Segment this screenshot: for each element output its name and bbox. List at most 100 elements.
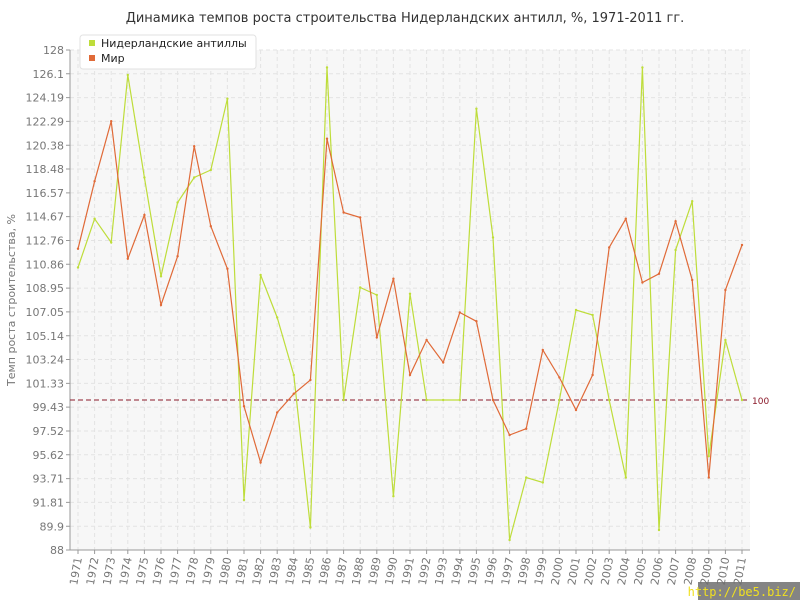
x-tick-label: 1992: [416, 556, 434, 586]
legend: Нидерландские антиллы Мир: [79, 34, 257, 70]
data-point-antilles: [442, 398, 445, 402]
x-axis: 1971197219731974197519761977197819791980…: [67, 549, 750, 586]
data-point-world: [574, 408, 578, 412]
x-tick-label: 1984: [283, 556, 301, 586]
y-tick-label: 126.1: [33, 68, 65, 81]
data-point-antilles: [242, 498, 246, 502]
data-point-antilles: [342, 398, 345, 402]
x-tick-label: 2010: [715, 556, 733, 586]
y-tick-label: 93.71: [33, 473, 65, 486]
y-tick-label: 122.29: [26, 115, 65, 128]
data-point-antilles: [541, 481, 544, 484]
data-point-antilles: [525, 476, 528, 479]
legend-label-antilles: Нидерландские антиллы: [101, 37, 247, 50]
data-point-world: [110, 120, 113, 123]
data-point-antilles: [143, 176, 146, 179]
x-tick-label: 2000: [549, 556, 567, 586]
data-point-world: [309, 378, 312, 382]
data-point-world: [159, 303, 163, 307]
data-point-world: [657, 272, 661, 275]
data-point-world: [209, 225, 212, 228]
y-tick-label: 97.52: [33, 425, 65, 438]
data-point-antilles: [209, 168, 212, 172]
data-point-world: [392, 277, 395, 280]
x-tick-label: 1979: [200, 556, 218, 586]
data-point-world: [242, 405, 246, 408]
x-tick-label: 2008: [681, 556, 699, 586]
y-tick-label: 99.43: [33, 401, 65, 414]
watermark: http://be5.biz/: [687, 585, 796, 599]
data-point-world: [724, 288, 727, 292]
data-point-world: [143, 213, 146, 217]
x-tick-label: 1981: [233, 556, 251, 586]
data-point-antilles: [159, 275, 163, 278]
x-tick-label: 1982: [250, 556, 268, 586]
data-point-antilles: [491, 236, 495, 239]
reference-line-group: 100: [70, 397, 769, 407]
data-point-world: [458, 311, 461, 314]
x-tick-label: 1977: [167, 556, 185, 586]
data-point-world: [359, 216, 362, 219]
legend-swatch-world: [89, 55, 95, 61]
x-tick-label: 1994: [449, 556, 467, 586]
data-point-antilles: [93, 217, 96, 220]
data-point-antilles: [408, 292, 412, 295]
data-point-world: [525, 427, 528, 430]
data-point-world: [325, 137, 329, 140]
legend-swatch-antilles: [89, 40, 95, 46]
data-point-antilles: [325, 66, 329, 69]
data-point-world: [342, 211, 345, 214]
y-tick-label: 88: [50, 544, 64, 557]
x-tick-label: 1999: [532, 556, 550, 586]
data-point-antilles: [76, 266, 80, 269]
data-point-antilles: [226, 97, 229, 100]
x-tick-label: 2005: [632, 556, 650, 586]
data-point-antilles: [458, 398, 461, 402]
data-point-antilles: [309, 526, 312, 529]
y-tick-label: 101.33: [26, 377, 65, 390]
data-point-world: [707, 476, 710, 479]
x-tick-label: 1998: [515, 556, 533, 586]
x-tick-label: 1973: [100, 556, 118, 586]
x-tick-label: 2002: [582, 556, 600, 586]
data-point-world: [508, 433, 511, 437]
x-tick-label: 2009: [698, 556, 716, 586]
data-point-world: [276, 411, 279, 414]
data-point-world: [375, 336, 378, 339]
data-point-antilles: [276, 316, 279, 319]
x-tick-label: 1988: [349, 556, 367, 586]
x-tick-label: 1976: [150, 556, 168, 586]
y-axis: 88 89.9 91.81 93.71 95.62 97.52 99.43 101.33 103…: [26, 44, 71, 557]
data-point-antilles: [591, 313, 594, 317]
y-tick-label: 91.81: [33, 496, 65, 509]
data-point-antilles: [292, 373, 295, 377]
chart-title: Динамика темпов роста строительства Ниде…: [126, 11, 685, 26]
x-tick-label: 1971: [67, 556, 85, 586]
data-point-antilles: [375, 293, 378, 297]
data-point-world: [259, 461, 262, 464]
x-tick-label: 1990: [383, 556, 401, 586]
x-tick-label: 2007: [665, 556, 683, 586]
data-point-world: [176, 255, 179, 258]
data-point-antilles: [126, 73, 129, 77]
data-point-antilles: [508, 538, 511, 542]
y-tick-label: 110.86: [26, 258, 65, 271]
data-point-antilles: [425, 398, 428, 402]
x-tick-label: 1991: [399, 556, 417, 586]
data-point-antilles: [359, 286, 362, 289]
data-point-world: [591, 373, 594, 377]
x-tick-label: 2011: [731, 556, 749, 586]
x-tick-label: 1983: [266, 556, 284, 586]
x-tick-label: 1997: [499, 556, 517, 586]
x-tick-label: 1996: [482, 556, 500, 586]
x-tick-label: 1993: [432, 556, 450, 586]
data-point-world: [292, 392, 295, 395]
data-point-world: [475, 320, 478, 323]
data-point-antilles: [193, 176, 196, 179]
x-tick-label: 1985: [300, 556, 318, 586]
data-point-antilles: [674, 248, 677, 252]
data-point-antilles: [176, 201, 179, 204]
y-tick-label: 95.62: [33, 449, 65, 462]
data-point-antilles: [574, 308, 578, 312]
